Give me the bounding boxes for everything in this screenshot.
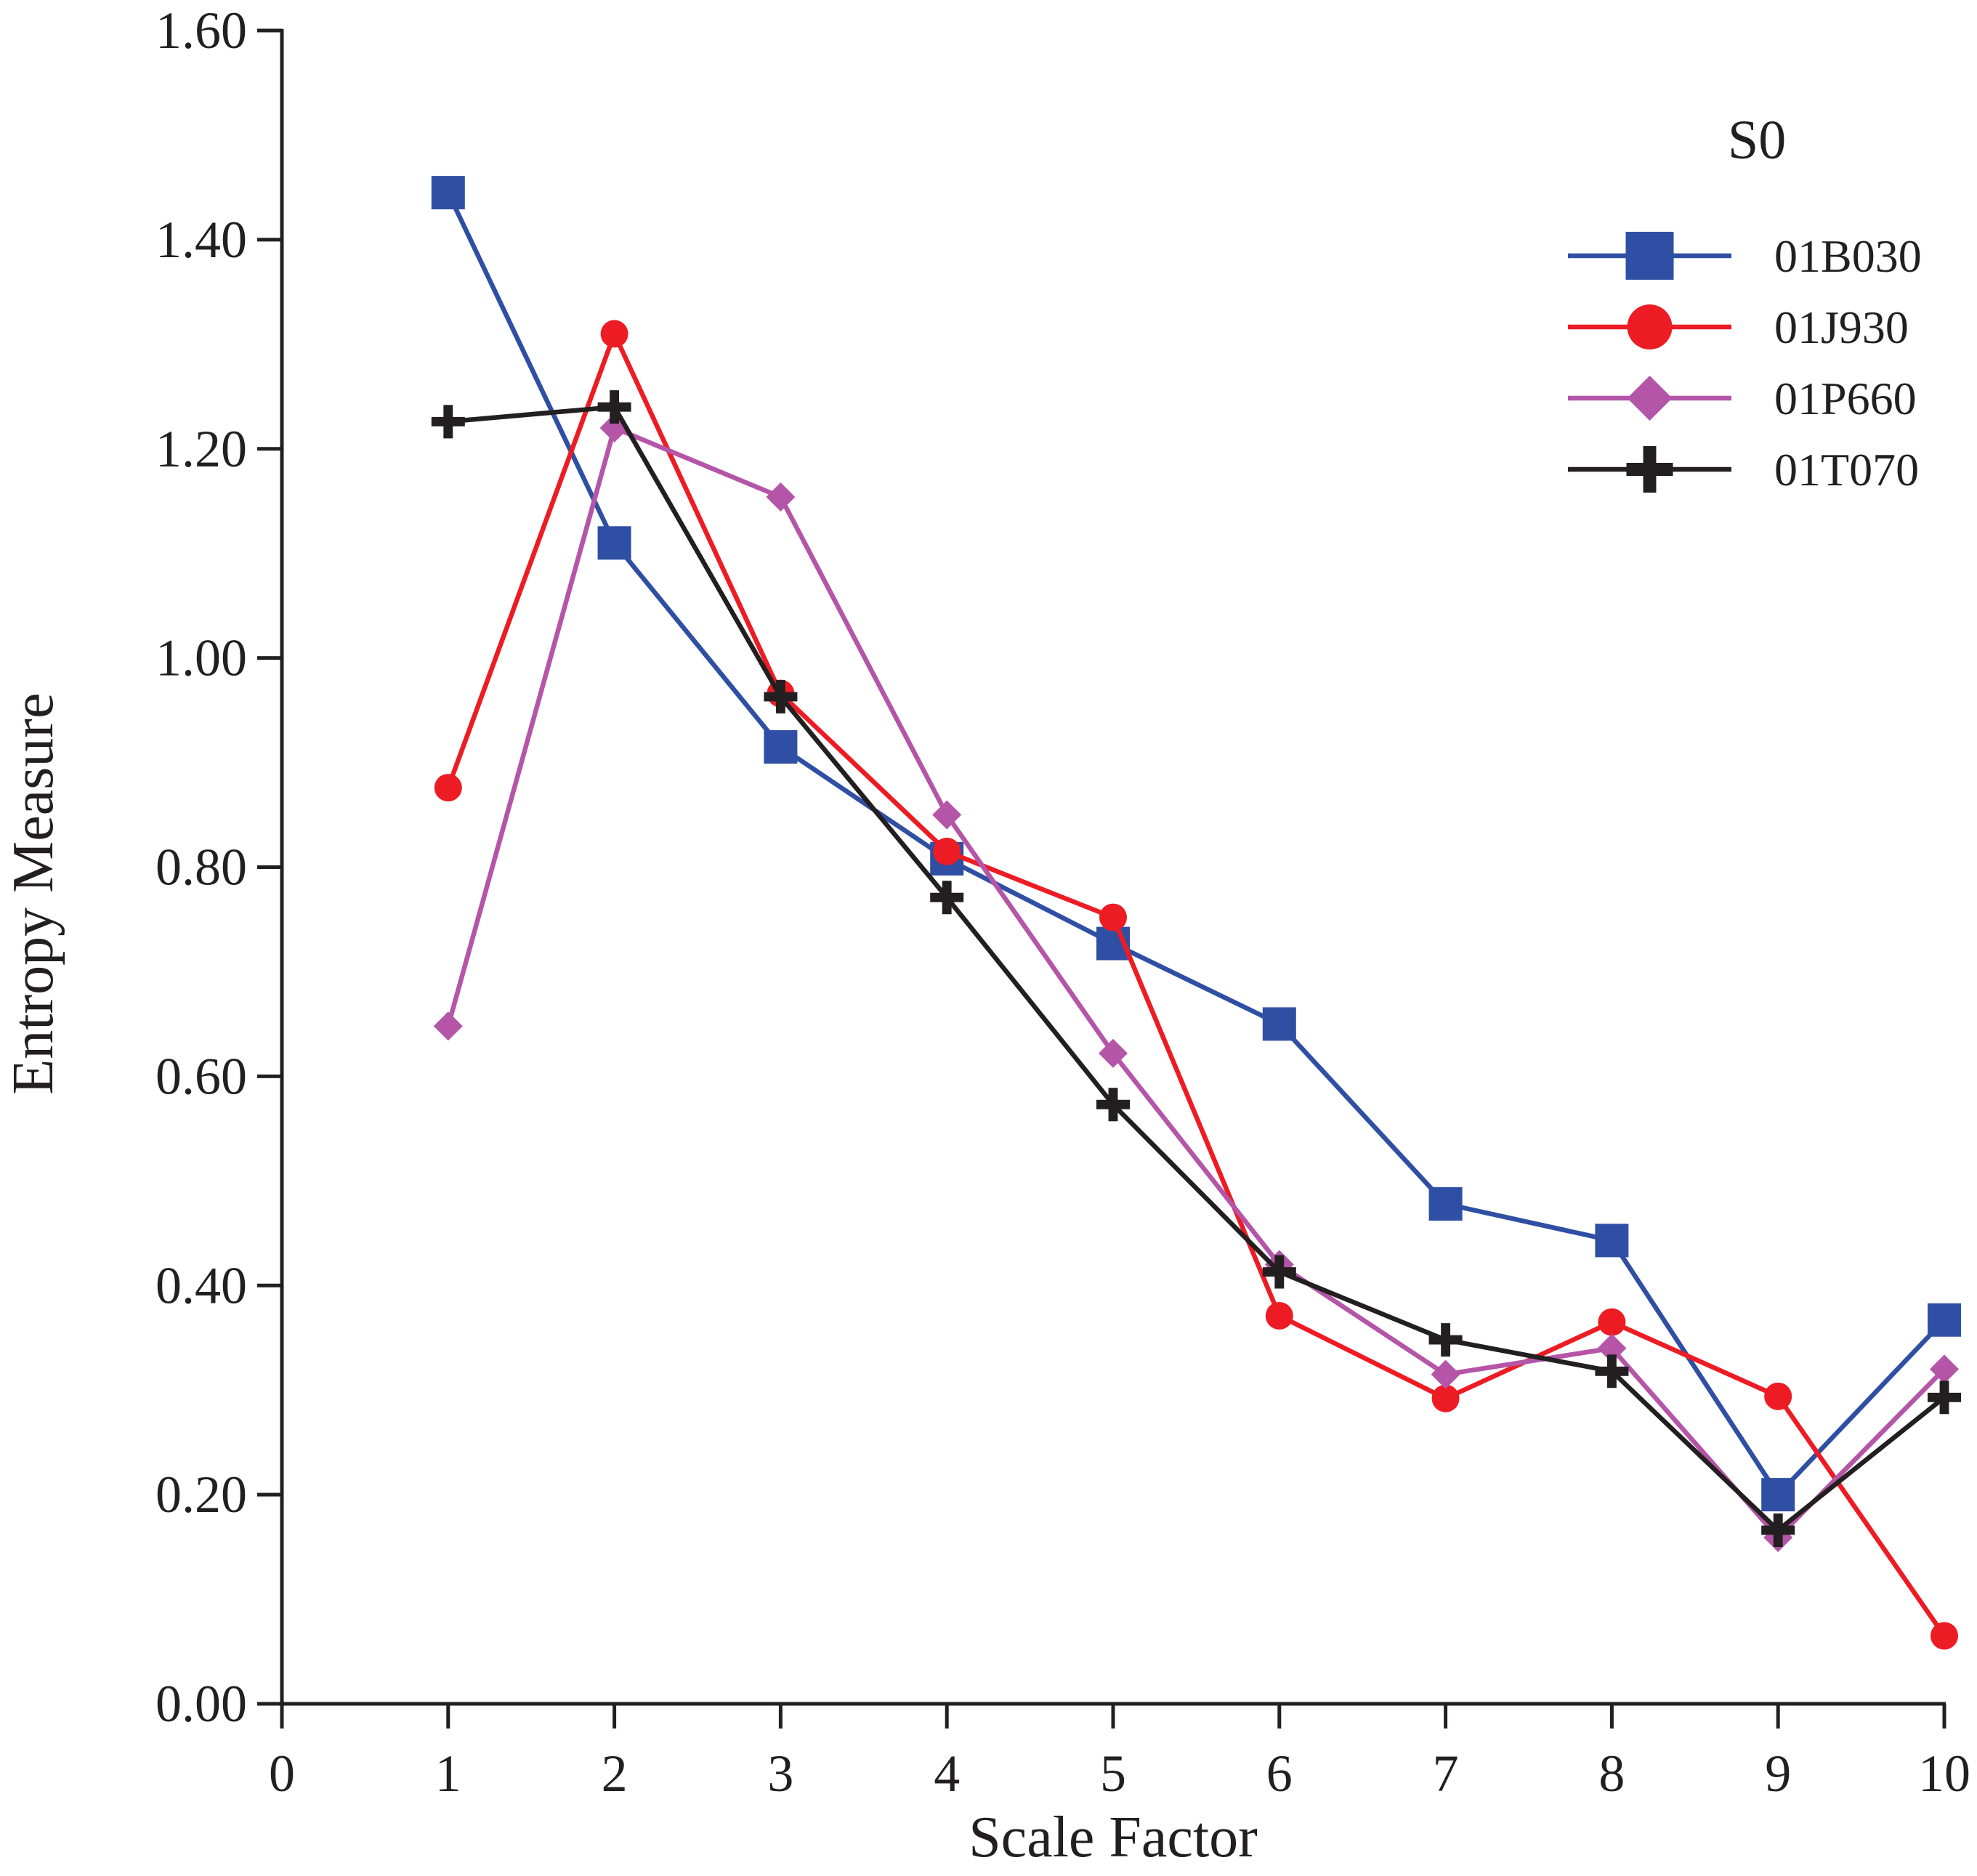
- y-tick-label: 1.00: [155, 629, 247, 687]
- data-point: [600, 320, 628, 348]
- y-tick-label: 0.80: [155, 838, 247, 897]
- data-point: [1597, 1333, 1627, 1363]
- data-point: [1428, 1323, 1463, 1357]
- x-tick-label: 2: [602, 1744, 628, 1803]
- legend-item: 01T070: [1568, 444, 1919, 496]
- legend-item: 01B030: [1568, 230, 1922, 282]
- y-tick-label: 0.00: [155, 1675, 247, 1733]
- y-axis-title: Entropy Measure: [1, 692, 65, 1094]
- data-point: [431, 176, 465, 210]
- data-point: [1431, 1384, 1460, 1412]
- data-point: [1099, 1038, 1128, 1068]
- x-tick-label: 9: [1765, 1744, 1791, 1803]
- legend-label: 01B030: [1774, 230, 1922, 282]
- series-group: [431, 176, 1961, 1650]
- x-tick-label: 1: [435, 1744, 461, 1803]
- data-point: [1761, 1478, 1795, 1512]
- data-point: [1099, 903, 1127, 931]
- x-tick-label: 8: [1598, 1744, 1625, 1803]
- data-point: [1595, 1354, 1629, 1388]
- legend-marker: [1627, 376, 1673, 421]
- y-tick-label: 0.20: [155, 1465, 247, 1524]
- legend-label: 01J930: [1774, 302, 1909, 353]
- legend-marker: [1627, 304, 1673, 349]
- data-point: [1428, 1186, 1463, 1221]
- series-line: [445, 191, 1946, 1497]
- y-tick-label: 1.60: [155, 1, 247, 60]
- data-point: [434, 774, 462, 802]
- data-point: [1096, 1088, 1130, 1122]
- x-tick-label: 10: [1918, 1744, 1970, 1803]
- series-01B030: [431, 176, 1961, 1512]
- x-tick-label: 7: [1433, 1744, 1459, 1803]
- data-point: [1928, 1303, 1961, 1337]
- y-tick-label: 0.40: [155, 1256, 247, 1314]
- data-point: [1761, 1513, 1795, 1548]
- x-axis-title: Scale Factor: [969, 1806, 1258, 1869]
- legend-label: 01T070: [1774, 444, 1919, 496]
- series-line: [445, 425, 1946, 1540]
- data-point: [1265, 1301, 1293, 1330]
- data-point: [1262, 1255, 1296, 1289]
- data-point: [1764, 1382, 1792, 1410]
- legend-marker: [1626, 446, 1673, 493]
- data-point: [766, 482, 796, 512]
- y-tick-label: 0.60: [155, 1047, 247, 1105]
- data-point: [1431, 1359, 1460, 1389]
- series-01T070: [431, 390, 1961, 1548]
- legend-item: 01J930: [1568, 302, 1909, 353]
- data-point: [764, 679, 798, 713]
- legend: 01B030 01J930 01P660 01T070: [1568, 230, 1922, 496]
- x-tick-label: 5: [1100, 1744, 1126, 1803]
- legend-marker: [1625, 232, 1674, 280]
- x-tick-label: 6: [1266, 1744, 1293, 1803]
- data-point: [431, 405, 465, 439]
- data-point: [1262, 1007, 1296, 1041]
- data-point: [933, 837, 961, 865]
- series-01J930: [434, 320, 1958, 1650]
- data-point: [930, 881, 964, 915]
- x-tick-label: 3: [767, 1744, 793, 1803]
- data-point: [932, 800, 962, 830]
- legend-item: 01P660: [1568, 373, 1917, 424]
- data-point: [1928, 1380, 1961, 1415]
- axes: 0.00 0.20 0.40 0.60 0.80 1.00 1.20 1.40 1.60 0 1 2 3…: [155, 1, 1970, 1803]
- y-tick-label: 1.40: [155, 211, 247, 269]
- data-point: [433, 1011, 463, 1041]
- data-point: [597, 390, 631, 424]
- data-point: [764, 729, 798, 764]
- series-line: [448, 404, 1946, 1533]
- data-point: [1930, 1354, 1959, 1384]
- data-point: [1598, 1308, 1626, 1336]
- y-tick-label: 1.20: [155, 420, 247, 478]
- data-point: [1595, 1224, 1629, 1258]
- data-point: [597, 526, 631, 560]
- series-line: [445, 331, 1946, 1638]
- x-tick-label: 0: [269, 1744, 295, 1803]
- data-point: [1930, 1622, 1958, 1650]
- x-tick-label: 4: [934, 1744, 960, 1803]
- legend-title: S0: [1728, 110, 1786, 171]
- legend-label: 01P660: [1774, 373, 1917, 424]
